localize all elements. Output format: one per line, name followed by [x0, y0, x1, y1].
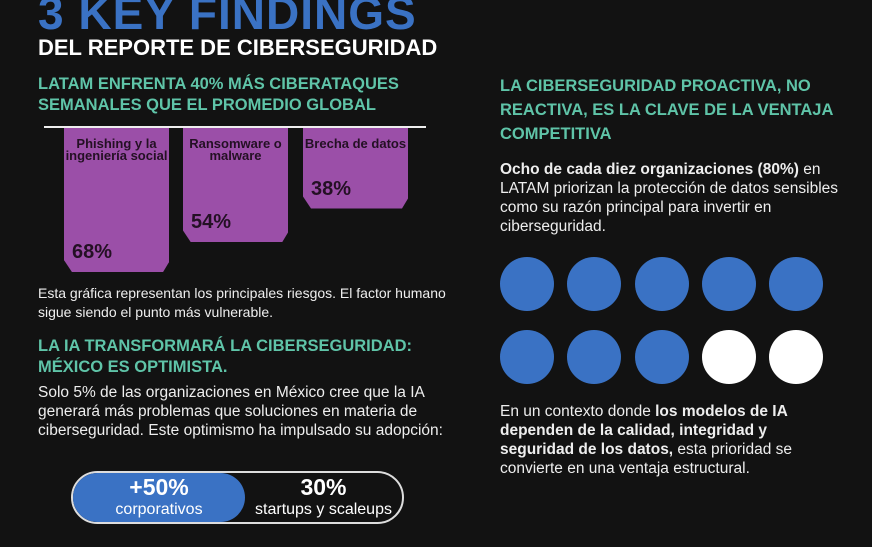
- finding1-heading: LATAM ENFRENTA 40% MÁS CIBERATAQUES SEMA…: [38, 75, 399, 114]
- stat-label: corporativos: [115, 501, 203, 518]
- subtitle: DEL REPORTE DE CIBERSEGURIDAD: [38, 35, 438, 60]
- adoption-stats-pill: +50% corporativos 30% startups y scaleup…: [71, 471, 404, 524]
- lead-bold: Ocho de cada diez organizaciones (80%): [500, 161, 799, 178]
- bar-value-label: 68%: [72, 241, 113, 264]
- stat-value: 30%: [300, 474, 347, 500]
- bar-value-label: 54%: [191, 211, 232, 234]
- finding2-heading: LA IA TRANSFORMARÁ LA CIBERSEGURIDAD: MÉ…: [38, 337, 412, 376]
- main-title: 3 KEY FINDINGS: [38, 0, 417, 39]
- stat-startups: 30% startups y scaleups: [245, 473, 402, 522]
- finding2-body: Solo 5% de las organizaciones en México …: [38, 384, 443, 439]
- bar-2: Brecha de datos 38%: [303, 128, 408, 209]
- finding3-closing: En un contexto donde los modelos de IA d…: [500, 402, 840, 478]
- stat-label: startups y scaleups: [255, 501, 392, 518]
- bar-1: Ransomware o malware 54%: [183, 128, 288, 242]
- bar-label: Brecha de datos: [304, 136, 407, 151]
- closing-pre: En un contexto donde: [500, 403, 656, 420]
- finding3-heading: LA CIBERSEGURIDAD PROACTIVA, NO REACTIVA…: [500, 77, 833, 143]
- empty-dot: [701, 330, 756, 384]
- closing-bold: los modelos de IA dependen de la calidad…: [500, 403, 788, 458]
- filled-dot: [634, 330, 689, 384]
- empty-dot: [769, 330, 824, 384]
- filled-dot: [567, 330, 622, 384]
- bar-label: Ransomware o malware: [189, 136, 282, 163]
- lead-rest: en LATAM priorizan la protección de dato…: [500, 161, 839, 235]
- chart-baseline: [44, 126, 426, 128]
- filled-dot: [634, 257, 689, 311]
- bar-0: Phishing y la ingeniería social 68%: [64, 128, 169, 272]
- closing-post: esta prioridad se convierte en una venta…: [500, 441, 793, 477]
- filled-dot: [701, 257, 756, 311]
- stat-value: +50%: [129, 474, 189, 500]
- filled-dot: [769, 257, 824, 311]
- filled-dot: [567, 257, 622, 311]
- filled-dot: [500, 330, 554, 384]
- finding3-lead: Ocho de cada diez organizaciones (80%) e…: [500, 160, 840, 236]
- filled-dot: [500, 257, 554, 311]
- chart-note: Esta gráfica representan los principales…: [38, 285, 446, 320]
- bar-label: Phishing y la ingeniería social: [65, 136, 168, 163]
- stat-corporativos: +50% corporativos: [73, 473, 245, 522]
- bar-value-label: 38%: [311, 177, 352, 200]
